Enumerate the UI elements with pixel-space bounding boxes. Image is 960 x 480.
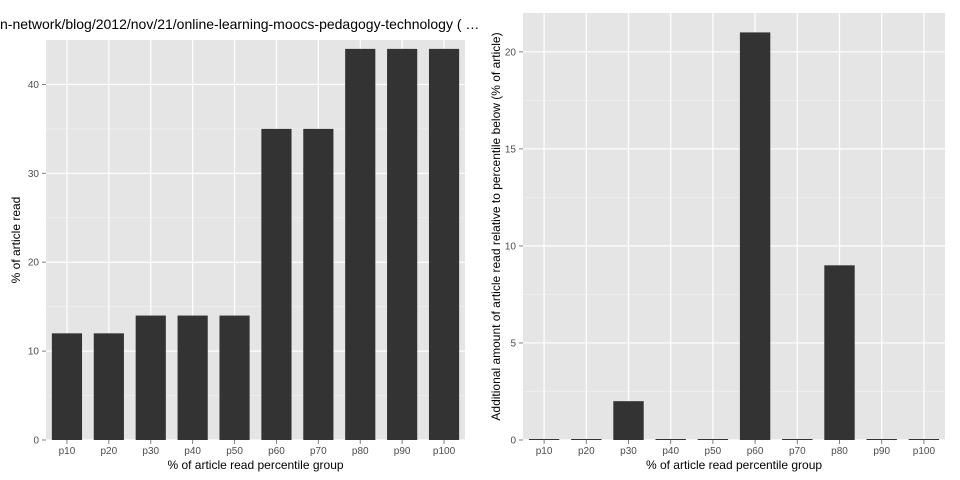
y-tick-label: 0 bbox=[33, 436, 39, 447]
x-tick-label: p40 bbox=[184, 446, 201, 457]
bar-p80 bbox=[824, 265, 855, 440]
y-tick-label: 5 bbox=[510, 338, 516, 349]
y-axis-title: % of article read bbox=[9, 197, 23, 284]
right-bar-chart: 0 5 10 15 20 p10 p20 p30 p40 p50 p60 p70 p80 p90 p100%… bbox=[489, 13, 945, 472]
x-tick-label: p70 bbox=[789, 446, 806, 457]
x-tick-label: p20 bbox=[578, 446, 595, 457]
x-tick-label: p60 bbox=[268, 446, 285, 457]
x-tick-label: p100 bbox=[913, 446, 936, 457]
x-tick-label: p100 bbox=[433, 446, 456, 457]
left-bar-chart: 0 10 20 30 40 p10 p20 p30 p40 p50 p60 p70 p80 p90 p100… bbox=[9, 40, 465, 472]
x-tick-label: p90 bbox=[394, 446, 411, 457]
x-tick-label: p50 bbox=[226, 446, 243, 457]
x-axis-title: % of article read percentile group bbox=[646, 458, 822, 472]
x-tick-label: p80 bbox=[352, 446, 369, 457]
x-axis-title: % of article read percentile group bbox=[167, 458, 343, 472]
x-tick-label: p20 bbox=[101, 446, 118, 457]
y-axis-title: Additional amount of article read relati… bbox=[489, 32, 503, 420]
x-tick-label: p60 bbox=[747, 446, 764, 457]
bar-p70 bbox=[303, 128, 334, 440]
bar-p100 bbox=[908, 439, 940, 440]
y-tick-label: 10 bbox=[505, 241, 517, 252]
y-tick-label: 40 bbox=[28, 80, 40, 91]
x-tick-label: p40 bbox=[662, 446, 679, 457]
y-tick-label: 0 bbox=[510, 436, 516, 447]
x-tick-label: p70 bbox=[310, 446, 327, 457]
x-tick-label: p80 bbox=[831, 446, 848, 457]
y-tick-label: 10 bbox=[28, 347, 40, 358]
bar-p30 bbox=[613, 401, 644, 440]
bar-p10 bbox=[51, 333, 83, 440]
bar-p20 bbox=[571, 439, 602, 440]
x-tick-label: p10 bbox=[536, 446, 553, 457]
bar-p80 bbox=[345, 48, 376, 441]
bar-p100 bbox=[428, 48, 460, 441]
y-tick-label: 20 bbox=[28, 258, 40, 269]
bar-p10 bbox=[528, 439, 560, 440]
bar-p90 bbox=[866, 439, 897, 440]
bar-p60 bbox=[261, 128, 292, 440]
plot-panel bbox=[523, 13, 945, 440]
page-title: n-network/blog/2012/nov/21/online-learni… bbox=[0, 16, 478, 32]
bar-p20 bbox=[93, 333, 124, 440]
bar-p50 bbox=[697, 439, 729, 440]
bar-p60 bbox=[739, 32, 771, 441]
x-tick-label: p30 bbox=[142, 446, 159, 457]
bar-p70 bbox=[782, 439, 813, 440]
bar-p40 bbox=[177, 315, 208, 440]
bar-p30 bbox=[135, 315, 166, 440]
x-tick-label: p50 bbox=[705, 446, 722, 457]
y-tick-label: 30 bbox=[28, 169, 40, 180]
y-tick-label: 20 bbox=[505, 47, 517, 58]
x-tick-label: p30 bbox=[620, 446, 637, 457]
x-tick-label: p90 bbox=[873, 446, 890, 457]
bar-p50 bbox=[219, 315, 250, 440]
y-tick-label: 15 bbox=[505, 144, 517, 155]
x-tick-label: p10 bbox=[59, 446, 76, 457]
bar-p40 bbox=[655, 439, 686, 440]
bar-p90 bbox=[387, 48, 418, 441]
